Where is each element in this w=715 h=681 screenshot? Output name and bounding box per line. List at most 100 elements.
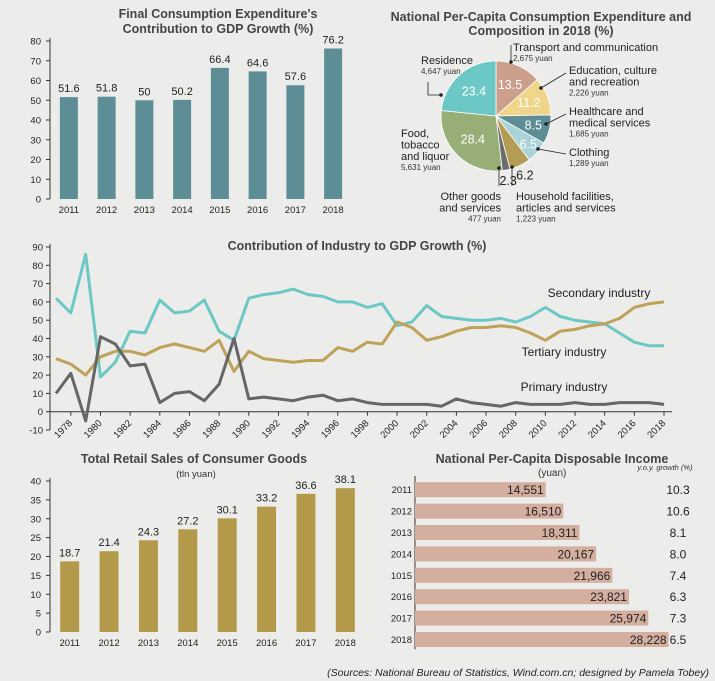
fce-y-tick-label: 10 — [30, 175, 41, 186]
pie-legend-name: Residence — [421, 55, 473, 67]
pie-legend-name: Other goods — [440, 191, 501, 203]
income-bar — [415, 589, 629, 605]
retail-value-label: 24.3 — [138, 526, 159, 538]
industry-x-tick-label: 1978 — [52, 418, 75, 441]
retail-x-tick-label: 2017 — [295, 638, 316, 649]
fce-y-tick-label: 80 — [30, 37, 41, 48]
pie-legend-value: 2,675 yuan — [513, 54, 553, 63]
industry-series-line — [55, 300, 665, 377]
industry-x-tick-label: 2012 — [556, 418, 579, 441]
fce-y-tick-label: 20 — [30, 155, 41, 166]
income-y-tick-label: 1015 — [391, 571, 412, 582]
income-value-label: 21,966 — [574, 569, 611, 583]
retail-y-tick-label: 5 — [36, 609, 41, 620]
pie-legend-value: 4,647 yuan — [421, 67, 461, 76]
retail-x-tick-label: 2018 — [335, 638, 356, 649]
retail-bar — [335, 488, 355, 632]
income-unit: (yuan) — [538, 468, 566, 479]
pie-legend-value: 5,631 yuan — [401, 163, 441, 172]
income-y-tick-label: 2012 — [391, 507, 412, 518]
income-growth-value: 7.4 — [670, 569, 687, 583]
fce-value-label: 64.6 — [247, 57, 268, 69]
income-growth-value: 8.0 — [670, 547, 687, 561]
income-value-label: 16,510 — [525, 505, 562, 519]
industry-y-tick-label: 40 — [32, 334, 43, 345]
retail-bar — [138, 540, 158, 632]
fce-value-label: 66.4 — [209, 54, 230, 66]
retail-y-tick-label: 20 — [30, 552, 41, 563]
industry-x-tick-label: 1992 — [260, 418, 283, 441]
pie-legend-name: Household facilities, — [516, 191, 614, 203]
fce-bar — [173, 99, 192, 199]
pie-legend-name: Transport and communication — [513, 42, 658, 54]
retail-x-tick-label: 2011 — [59, 638, 79, 649]
industry-y-tick-label: 20 — [32, 371, 43, 382]
retail-bar — [217, 518, 237, 632]
fce-y-tick-label: 60 — [30, 76, 41, 87]
retail-bar — [99, 551, 119, 632]
pie-slice-label: 8.5 — [525, 118, 542, 132]
pie-legend-name: articles and services — [516, 203, 616, 215]
income-value-label: 20,167 — [557, 547, 594, 561]
fce-x-tick-label: 2011 — [59, 205, 79, 216]
fce-x-tick-label: 2012 — [96, 205, 117, 216]
industry-x-tick-label: 2018 — [645, 418, 668, 441]
income-y-tick-label: 2013 — [391, 528, 412, 539]
pie-callout-line — [540, 72, 567, 89]
fce-value-label: 76.2 — [322, 35, 343, 47]
fce-x-tick-label: 2014 — [172, 205, 193, 216]
pie-callout-line — [545, 113, 567, 125]
fce-y-tick-label: 40 — [30, 116, 41, 127]
pie-legend-value: 477 yuan — [468, 215, 501, 224]
pie-legend-name: and liquor — [401, 151, 450, 163]
fce-value-label: 50 — [138, 86, 150, 98]
industry-y-tick-label: 80 — [32, 261, 43, 272]
industry-y-tick-label: 30 — [32, 352, 43, 363]
industry-x-tick-label: 2016 — [616, 418, 639, 441]
fce-bar — [135, 100, 154, 199]
retail-bar — [257, 506, 277, 632]
pie-slice — [440, 60, 497, 117]
retail-value-label: 36.6 — [295, 480, 316, 492]
pie-title-line1: National Per-Capita Consumption Expendit… — [391, 10, 692, 24]
retail-value-label: 18.7 — [59, 547, 80, 559]
retail-y-tick-label: 0 — [36, 628, 41, 639]
sources-prefix: (Sources: — [327, 667, 376, 679]
pie-slice — [440, 110, 503, 172]
income-growth-value: 7.3 — [670, 612, 687, 626]
pie-legend-value: 2,226 yuan — [569, 89, 609, 98]
industry-series-label: Primary industry — [521, 380, 608, 394]
retail-value-label: 27.2 — [177, 515, 198, 527]
fce-bar — [210, 67, 229, 199]
industry-y-tick-label: 0 — [38, 407, 43, 418]
fce-bar — [59, 97, 78, 199]
fce-title-line1: Final Consumption Expenditure's — [119, 7, 318, 21]
pie-title-line2: Composition in 2018 (%) — [468, 24, 613, 38]
industry-x-tick-label: 2006 — [467, 418, 490, 441]
retail-y-tick-label: 40 — [30, 477, 41, 488]
fce-title-line2: Contribution to GDP Growth (%) — [123, 22, 314, 36]
pie-legend-name: and recreation — [569, 77, 639, 89]
fce-y-tick-label: 30 — [30, 135, 41, 146]
industry-y-tick-label: 60 — [32, 297, 43, 308]
income-title: National Per-Capita Disposable Income — [436, 452, 669, 466]
income-growth-value: 6.3 — [670, 590, 687, 604]
industry-y-tick-label: 90 — [32, 243, 43, 254]
income-bar — [415, 632, 669, 647]
fce-y-tick-label: 0 — [36, 195, 41, 206]
source-name-1: National Bureau of Statistics — [375, 667, 507, 679]
industry-y-tick-label: 10 — [32, 389, 43, 400]
fce-value-label: 57.6 — [285, 71, 306, 83]
fce-x-tick-label: 2016 — [247, 205, 268, 216]
pie-slice-label: 28.4 — [461, 132, 485, 146]
income-bar — [415, 546, 597, 562]
income-value-label: 23,821 — [590, 590, 627, 604]
retail-subtitle: (tln yuan) — [176, 469, 216, 480]
industry-title: Contribution of Industry to GDP Growth (… — [228, 239, 487, 253]
industry-y-tick-label: 50 — [32, 316, 43, 327]
retail-y-tick-label: 30 — [30, 514, 41, 525]
fce-x-tick-label: 2018 — [323, 205, 344, 216]
industry-x-tick-label: 1994 — [289, 418, 312, 441]
fce-bar — [97, 96, 116, 199]
